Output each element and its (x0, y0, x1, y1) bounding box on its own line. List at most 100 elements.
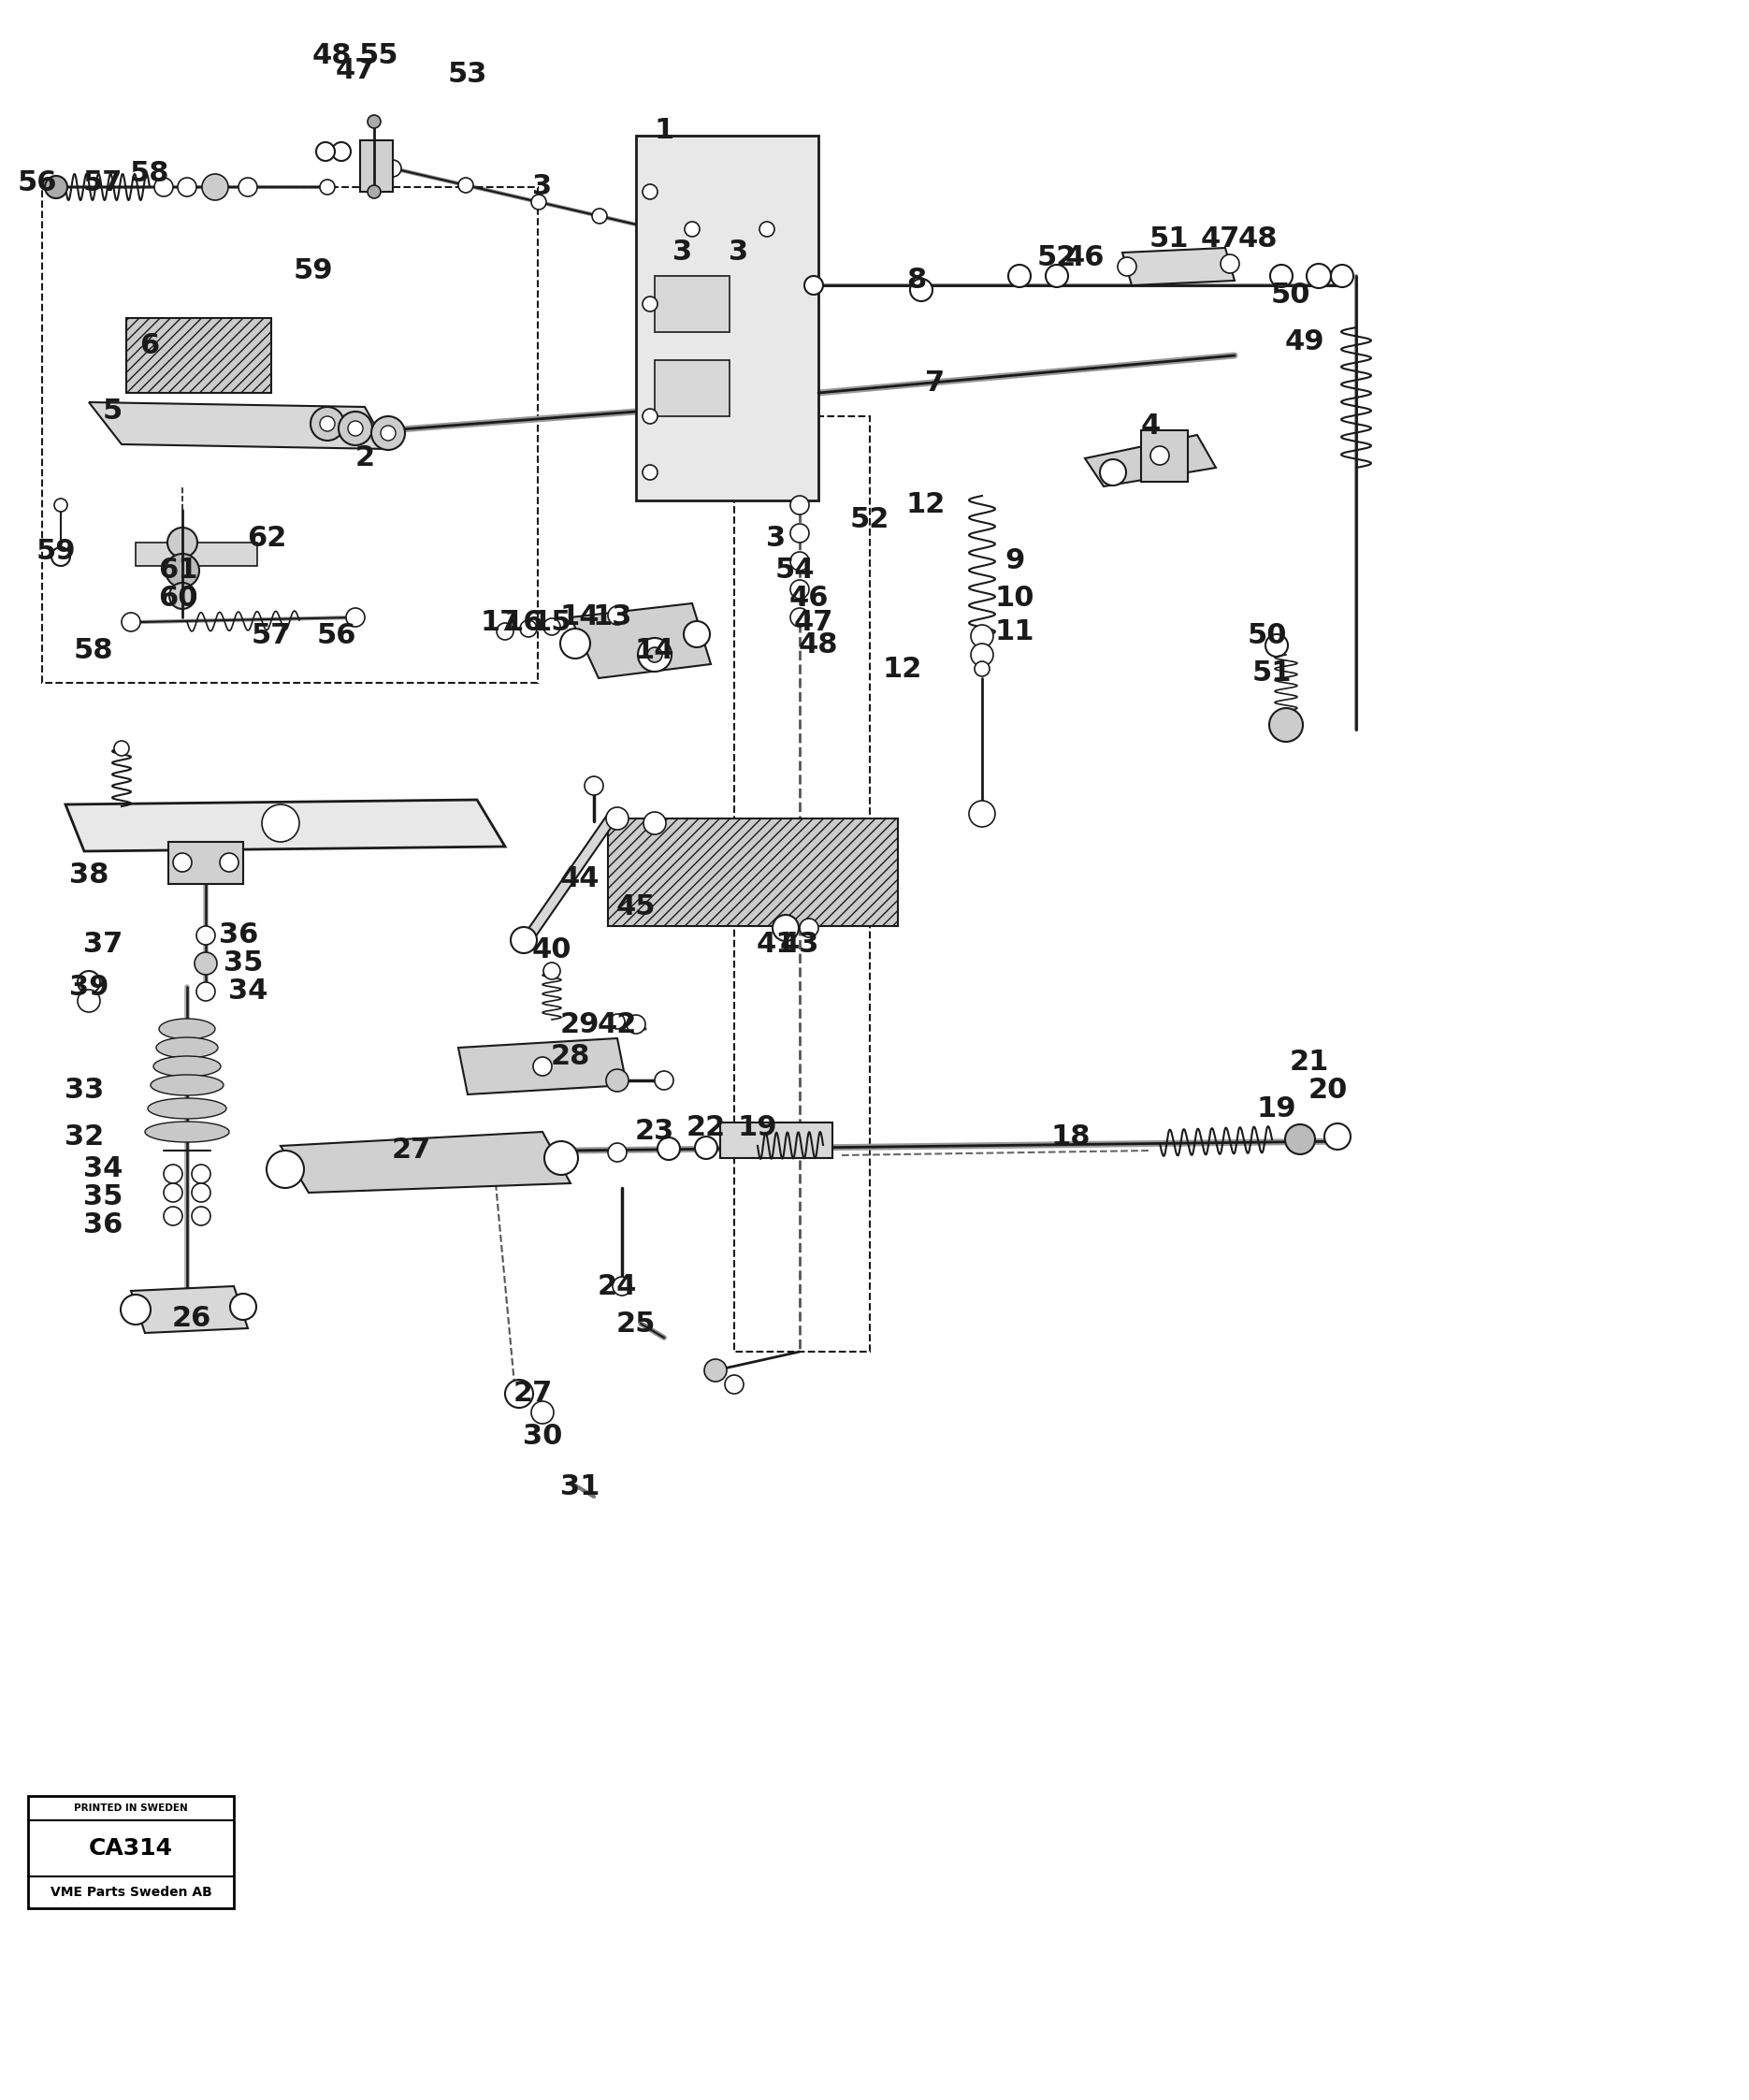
Text: 51: 51 (1149, 225, 1189, 252)
Circle shape (609, 607, 626, 626)
Circle shape (77, 970, 100, 993)
Circle shape (317, 143, 334, 162)
Text: 52: 52 (1037, 244, 1077, 271)
Text: 32: 32 (65, 1124, 103, 1151)
Circle shape (164, 1182, 182, 1201)
Text: 8: 8 (906, 267, 927, 294)
Text: 36: 36 (219, 922, 259, 949)
Circle shape (320, 181, 334, 195)
Ellipse shape (156, 1037, 219, 1058)
Circle shape (51, 548, 70, 565)
Circle shape (339, 412, 373, 445)
Circle shape (724, 1376, 743, 1394)
Text: 48: 48 (799, 632, 838, 659)
Text: 23: 23 (635, 1119, 675, 1145)
Text: 29: 29 (560, 1010, 600, 1037)
Circle shape (1221, 254, 1240, 273)
Text: 33: 33 (65, 1075, 103, 1102)
Circle shape (791, 552, 810, 571)
Polygon shape (65, 800, 505, 850)
Text: PRINTED IN SWEDEN: PRINTED IN SWEDEN (73, 1804, 187, 1812)
Circle shape (974, 662, 990, 676)
Circle shape (560, 628, 589, 659)
Text: 15: 15 (532, 609, 572, 636)
Bar (42, 187, 537, 682)
Text: 13: 13 (593, 605, 633, 630)
Text: 2: 2 (355, 445, 374, 472)
Circle shape (1100, 460, 1126, 485)
Text: 3: 3 (729, 239, 749, 267)
Circle shape (971, 643, 993, 666)
Circle shape (519, 620, 537, 636)
Bar (654, 359, 729, 416)
Circle shape (654, 1071, 673, 1090)
Circle shape (54, 498, 68, 512)
Polygon shape (570, 603, 710, 678)
Text: 11: 11 (995, 617, 1035, 645)
Circle shape (533, 1056, 553, 1075)
Circle shape (178, 179, 196, 197)
Text: 35: 35 (82, 1184, 122, 1212)
Text: 36: 36 (82, 1212, 122, 1239)
Bar (637, 137, 819, 500)
Polygon shape (89, 403, 388, 449)
Text: 45: 45 (616, 895, 656, 922)
Circle shape (122, 613, 140, 632)
Polygon shape (523, 815, 617, 941)
Bar (721, 1124, 833, 1157)
Bar (126, 317, 271, 393)
Text: 21: 21 (1289, 1048, 1329, 1075)
Circle shape (266, 1151, 304, 1189)
Text: 34: 34 (227, 979, 268, 1006)
Circle shape (1331, 265, 1354, 288)
Text: 56: 56 (317, 622, 357, 649)
Circle shape (231, 1294, 257, 1321)
Text: 43: 43 (780, 930, 820, 958)
Circle shape (196, 983, 215, 1002)
Text: 31: 31 (560, 1474, 600, 1502)
Text: 42: 42 (598, 1010, 637, 1037)
Circle shape (192, 1166, 210, 1182)
Text: 58: 58 (73, 636, 114, 664)
Text: 56: 56 (17, 168, 58, 195)
Circle shape (154, 179, 173, 197)
Circle shape (497, 624, 514, 640)
Circle shape (348, 420, 362, 437)
Text: 19: 19 (738, 1113, 778, 1140)
Circle shape (642, 296, 658, 311)
Text: CA314: CA314 (89, 1838, 173, 1861)
Text: VME Parts Sweden AB: VME Parts Sweden AB (51, 1886, 212, 1898)
Circle shape (584, 777, 603, 796)
Ellipse shape (150, 1075, 224, 1096)
Circle shape (114, 741, 129, 756)
Text: 12: 12 (906, 491, 946, 519)
Circle shape (1270, 265, 1293, 288)
Circle shape (320, 416, 334, 431)
Text: 20: 20 (1308, 1075, 1348, 1102)
Text: 1: 1 (654, 118, 673, 145)
Bar (609, 819, 897, 926)
Circle shape (203, 174, 227, 200)
Text: 54: 54 (775, 557, 815, 584)
Circle shape (511, 926, 537, 953)
Circle shape (77, 989, 100, 1012)
Circle shape (1324, 1124, 1350, 1149)
Circle shape (367, 116, 381, 128)
Circle shape (346, 609, 366, 626)
Text: 41: 41 (756, 930, 796, 958)
Text: 61: 61 (157, 557, 198, 584)
Text: 14: 14 (635, 636, 675, 664)
Text: 46: 46 (789, 586, 829, 613)
Text: 12: 12 (883, 655, 922, 683)
Text: 14: 14 (560, 605, 600, 630)
Text: 3: 3 (533, 174, 553, 202)
Circle shape (164, 1208, 182, 1226)
Text: 59: 59 (294, 258, 334, 286)
Polygon shape (131, 1285, 248, 1334)
Text: 18: 18 (1051, 1124, 1091, 1151)
Circle shape (626, 1014, 645, 1033)
Text: 19: 19 (1258, 1094, 1296, 1121)
Circle shape (332, 143, 352, 162)
Circle shape (684, 622, 710, 647)
Circle shape (805, 275, 824, 294)
